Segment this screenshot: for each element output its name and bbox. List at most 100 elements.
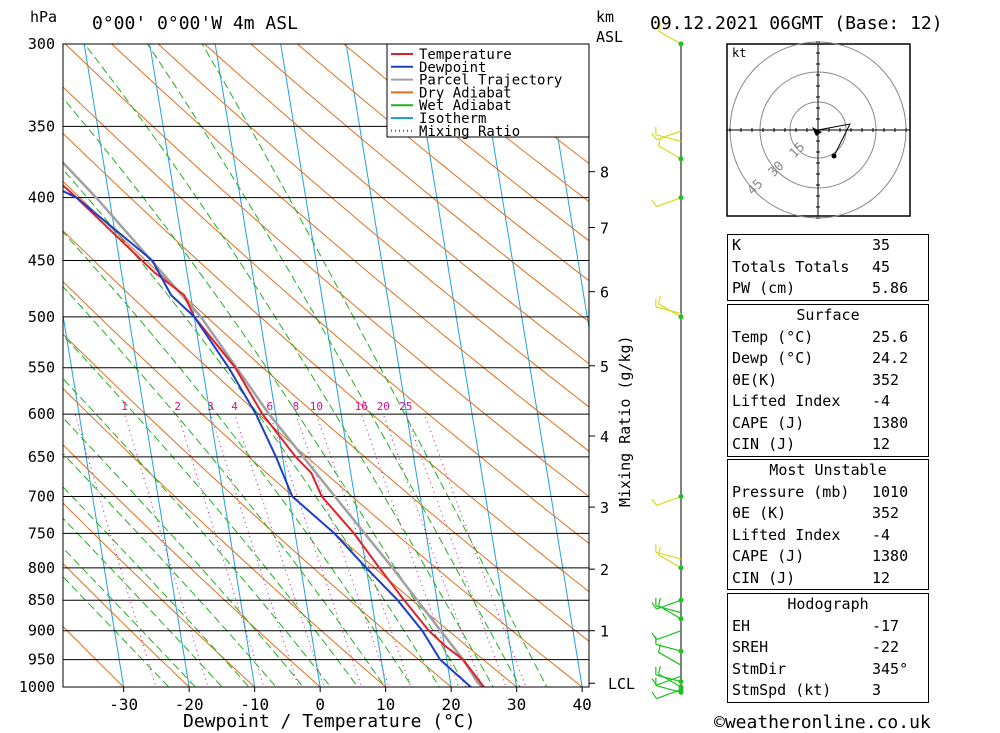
pressure-label: 550 bbox=[28, 359, 55, 377]
dry-adiabat-line bbox=[157, 44, 589, 408]
wind-dot bbox=[678, 689, 684, 695]
dewpoint-line bbox=[63, 189, 473, 687]
isotherm-line bbox=[214, 44, 321, 687]
dry-adiabat-line bbox=[63, 333, 452, 687]
surface-cape-label: CAPE (J) bbox=[732, 413, 805, 432]
x-axis-label: Dewpoint / Temperature (°C) bbox=[183, 711, 476, 732]
profiles bbox=[63, 160, 486, 687]
surface-li-value: -4 bbox=[872, 392, 891, 410]
copyright: ©weatheronline.co.uk bbox=[714, 712, 931, 733]
isotherm-line bbox=[149, 44, 256, 687]
mixing-ratio-line bbox=[210, 414, 300, 687]
dry-adiabat-line bbox=[64, 44, 589, 498]
wet-adiabat-line bbox=[63, 453, 277, 687]
wind-barb bbox=[655, 685, 682, 693]
parcel-trajectory-line bbox=[63, 160, 485, 687]
wet-adiabat-line bbox=[63, 334, 359, 687]
wet-adiabat-line bbox=[63, 575, 170, 687]
pressure-label: 350 bbox=[28, 117, 55, 135]
dry-adiabat-line bbox=[63, 230, 584, 687]
mu-cin-label: CIN (J) bbox=[732, 568, 796, 587]
surface-cin-value: 12 bbox=[872, 435, 891, 453]
wind-barb-flag bbox=[657, 597, 662, 606]
pressure-label: 800 bbox=[28, 559, 55, 577]
wind-barb bbox=[658, 145, 682, 160]
wet-adiabat-line bbox=[63, 417, 304, 687]
mixing-ratio-label: 25 bbox=[399, 400, 412, 413]
wind-barb bbox=[655, 674, 682, 683]
x-tick-label: 20 bbox=[442, 695, 461, 714]
stmdir-label: StmDir bbox=[732, 659, 787, 678]
most-unstable-table: Most Unstable Pressure (mb) 1010 θE (K) 35… bbox=[727, 459, 929, 590]
stmdir-value: 345° bbox=[872, 659, 909, 678]
wind-barb bbox=[658, 673, 682, 688]
isotherm-line bbox=[345, 44, 452, 687]
wind-barb bbox=[655, 134, 682, 142]
km-label: 4 bbox=[600, 428, 609, 446]
wind-barb bbox=[658, 605, 682, 620]
legend-box bbox=[386, 43, 590, 138]
hodograph-storm-dot bbox=[831, 153, 837, 159]
surface-title: Surface bbox=[796, 306, 860, 324]
location-title: 0°00' 0°00'W 4m ASL bbox=[92, 13, 298, 34]
legend-label: Dry Adiabat bbox=[419, 85, 512, 101]
wind-barb bbox=[656, 495, 682, 506]
hpa-label: hPa bbox=[30, 8, 57, 26]
mu-theta-label: θE (K) bbox=[732, 504, 787, 522]
surface-dewp-value: 24.2 bbox=[872, 349, 909, 367]
mu-li-value: -4 bbox=[872, 525, 891, 544]
pressure-label: 650 bbox=[28, 448, 55, 466]
wind-dot bbox=[678, 616, 684, 622]
wet-adiabat-line bbox=[146, 44, 521, 687]
surface-table: Surface Temp (°C) 25.6 Dewp (°C) 24.2 θE(K… bbox=[727, 304, 929, 457]
mixing-ratio-label: 20 bbox=[377, 400, 390, 413]
legend-label: Isotherm bbox=[419, 111, 486, 127]
wind-barb-flag bbox=[651, 602, 658, 610]
wind-barb-flag bbox=[651, 691, 658, 699]
surface-theta-value: 352 bbox=[872, 370, 900, 389]
wind-barb bbox=[658, 303, 682, 318]
pw-label: PW (cm) bbox=[732, 279, 796, 297]
pressure-label: 300 bbox=[28, 35, 55, 53]
mu-cape-label: CAPE (J) bbox=[732, 547, 805, 565]
x-tick-label: -20 bbox=[175, 695, 204, 714]
pressure-label: 750 bbox=[28, 524, 55, 542]
pressure-label: 400 bbox=[28, 189, 55, 207]
pressure-label: 900 bbox=[28, 622, 55, 640]
km-label: 2 bbox=[600, 561, 609, 579]
mixing-ratio-label: 2 bbox=[174, 400, 181, 413]
wet-adiabat-line bbox=[63, 377, 332, 687]
wind-dot bbox=[678, 314, 684, 320]
wind-dot bbox=[678, 597, 684, 603]
km-label: 8 bbox=[600, 164, 609, 182]
mu-li-label: Lifted Index bbox=[732, 525, 841, 544]
km-label: 7 bbox=[600, 219, 609, 237]
wind-barb bbox=[656, 630, 682, 641]
wet-adiabat-line bbox=[63, 168, 440, 687]
hodograph-trace bbox=[817, 123, 851, 157]
surface-dewp-label: Dewp (°C) bbox=[732, 349, 814, 367]
mixing-ratio-line bbox=[177, 414, 265, 687]
eh-value: -17 bbox=[872, 616, 900, 635]
wind-barbs bbox=[651, 23, 684, 700]
wind-barb-flag bbox=[657, 644, 662, 653]
km-label: LCL bbox=[608, 675, 635, 693]
mixing-ratio-line bbox=[124, 414, 209, 687]
mu-theta-value: 352 bbox=[872, 504, 900, 522]
mixing-ratio-label: 10 bbox=[310, 400, 323, 413]
wind-barb bbox=[658, 651, 682, 666]
km-label: 5 bbox=[600, 358, 609, 376]
dry-adiabat-line bbox=[63, 502, 256, 687]
wind-dot bbox=[678, 679, 684, 685]
wind-barb-flag bbox=[651, 199, 658, 207]
surface-li-label: Lifted Index bbox=[732, 392, 841, 410]
tt-value: 45 bbox=[872, 257, 891, 276]
pressure-lines bbox=[63, 43, 589, 688]
mixing-ratio-line bbox=[423, 414, 527, 687]
indices-table: K 35 Totals Totals 45 PW (cm) 5.86 bbox=[727, 234, 929, 301]
legend-label: Dewpoint bbox=[419, 60, 486, 76]
stmspd-label: StmSpd (kt) bbox=[732, 681, 832, 699]
wind-dot bbox=[678, 648, 684, 654]
surface-cape-value: 1380 bbox=[872, 413, 909, 432]
